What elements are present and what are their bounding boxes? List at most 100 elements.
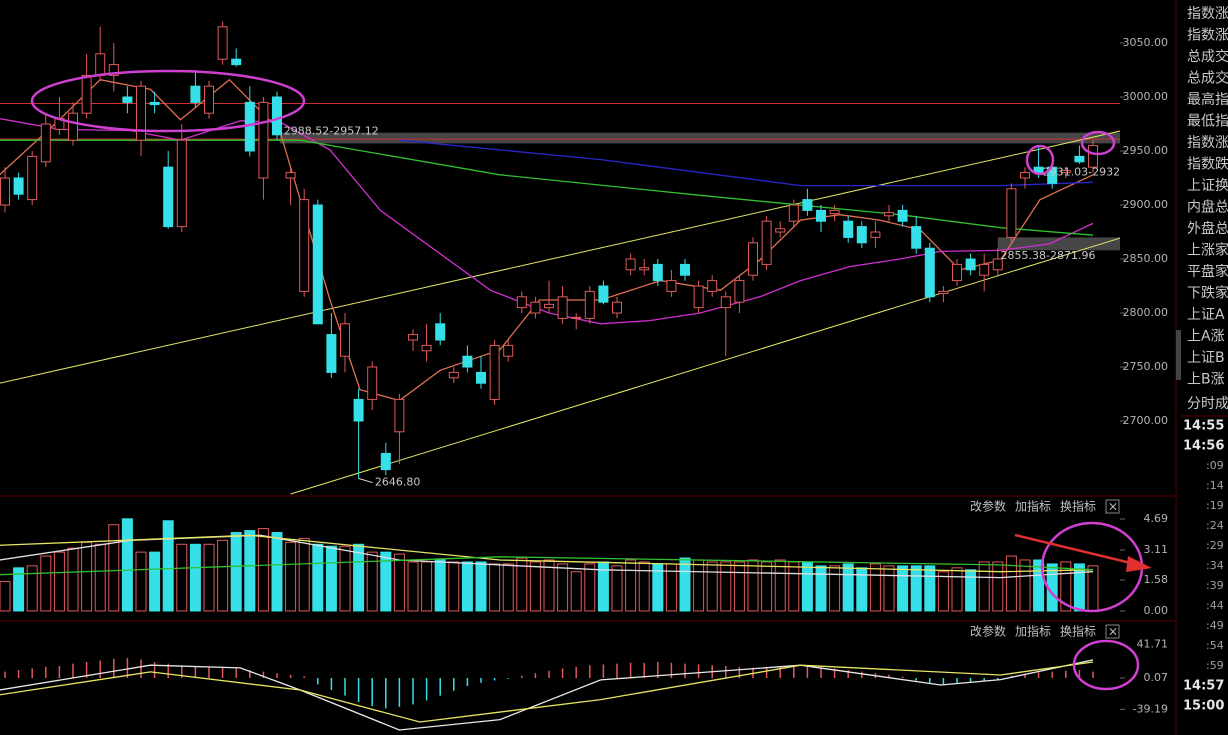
close-box[interactable] [1105,624,1120,639]
time-label: :44 [1206,599,1224,612]
sidebar-label: 总成交 [1187,70,1228,87]
candle-body [394,398,405,433]
volume-bar [992,561,1004,612]
candle-body [176,139,187,228]
candle-body [380,452,391,471]
candle-body [625,258,636,271]
toolbar-button[interactable]: 换指标 [1060,624,1096,639]
close-box[interactable] [1105,499,1120,514]
toolbar-button[interactable]: × [1108,500,1118,514]
ellipse [1080,130,1116,156]
candle-body [952,263,962,282]
candle-body [421,344,432,352]
time-label: :24 [1206,519,1224,532]
candle-body [149,101,160,106]
toolbar-button[interactable]: 改参数 [970,499,1006,514]
y-tick-label: 2700.00 [1123,414,1169,427]
candle-body [353,398,364,422]
toolbar-button[interactable]: 换指标 [1060,499,1096,514]
macd-panel [0,658,1094,731]
average-line [0,659,1094,731]
volume-bar [733,561,745,612]
annotation-arrow [358,477,373,484]
toolbar-button[interactable]: 加指标 [1015,624,1051,639]
sidebar-label: 最低指 [1187,114,1228,130]
ellipse [30,69,306,133]
price-band [279,132,1120,144]
trend-line [0,130,1120,384]
price-annotation: 2988.52-2957.12 [284,125,379,138]
volume-bar [393,553,405,612]
volume-bar [897,565,909,612]
candle-body [217,26,228,60]
sidebar-label: 总成交 [1187,48,1228,65]
candle-body [95,53,106,76]
candle-body [108,64,119,76]
volume-bar [94,543,106,612]
toolbar-button[interactable]: × [1108,625,1118,639]
candle-body [122,96,133,103]
volume-bar [189,543,201,612]
candle-body [81,74,92,114]
sidebar-label: 平盘家 [1187,263,1228,280]
volume-bar [298,537,310,612]
volume-bar [557,563,569,612]
volume-bar [924,565,936,612]
y-tick-label: 2900.00 [1123,198,1169,211]
volume-bar [1073,563,1085,612]
candle-body [1006,188,1017,238]
volume-bar [489,563,501,612]
volume-bar [1060,561,1072,612]
candle-body [40,123,51,163]
candle-body [557,296,568,319]
candle-body [775,228,786,233]
volume-bar [0,581,11,612]
volume-bar [244,530,256,612]
volume-bar [312,543,324,612]
candle-body [163,166,174,228]
volume-bar [679,557,691,612]
candle-body [190,85,201,103]
candle-body [462,355,473,368]
time-label: :54 [1206,639,1224,652]
candle-body [408,334,418,341]
candle-body [340,323,350,357]
volume-bar [788,561,800,612]
candle-body [911,226,922,249]
volume-bar [951,567,963,612]
volume-bar [271,532,283,612]
volume-bar [638,561,650,612]
sidebar-label: 指数涨 [1187,28,1228,44]
time-label: :59 [1206,659,1224,672]
candle-body [598,285,609,303]
volume-bar [81,541,93,612]
volume-bar [747,559,759,612]
candle-body [748,242,758,276]
candle-body [680,263,690,276]
volume-bar [869,563,881,612]
volume-bar [801,561,813,612]
volume-bar [421,561,433,612]
candle-body [204,85,214,114]
sidebar-label: 指数涨 [1187,135,1228,151]
y-tick-label: -39.19 [1133,702,1168,715]
volume-bar [53,551,65,612]
sidebar-label: 内盘总 [1187,199,1228,216]
candle-body [720,296,731,309]
markup-ellipses [30,69,1144,691]
volume-bar [910,565,922,612]
sidebar-label: 上证A [1187,307,1225,323]
candle-body [652,263,663,282]
volume-bar [693,559,705,612]
candle-body [544,303,554,309]
price-annotation: 2646.80 [375,476,421,489]
toolbar-button[interactable]: 加指标 [1015,499,1051,514]
candle-body [272,96,282,136]
toolbar-button[interactable]: 改参数 [970,624,1006,639]
volume-bar [720,561,732,612]
volume-bar [366,551,378,612]
sidebar-handle[interactable] [1176,330,1181,380]
volume-bar [380,551,392,612]
price-annotation: 2855.38-2871.96 [1001,249,1096,262]
